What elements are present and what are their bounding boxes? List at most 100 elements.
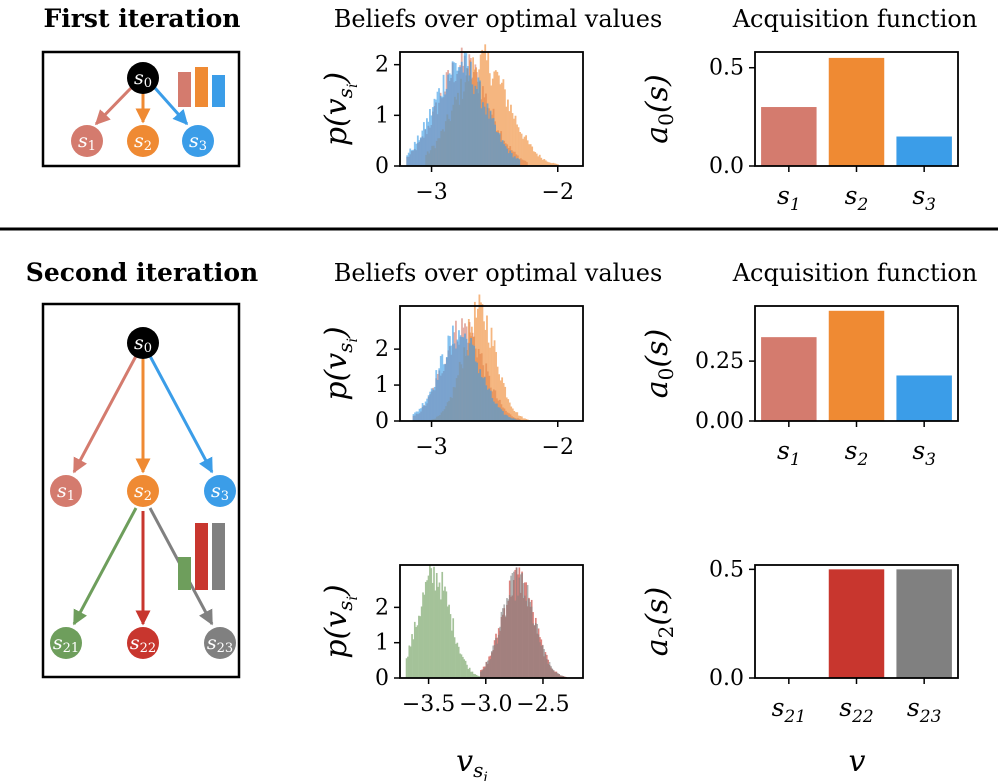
histogram-bin [538,154,541,166]
histogram-bin [430,388,433,421]
histogram-bin [462,337,465,421]
node-s3 [182,125,214,157]
histogram-bin [484,667,486,678]
histogram-bin [523,418,526,421]
histogram-bin [516,412,519,421]
belief-histogram-1: −3 −2 0 1 2 p(vsi) [319,44,584,205]
histogram-bin [545,658,548,678]
histogram-bin [424,128,427,166]
plot-frame [399,51,584,167]
y-tick-label: 2 [375,53,389,78]
histogram-bin [426,398,429,421]
histogram-bin [539,642,541,678]
histogram-bin [445,357,448,421]
histogram-bin [549,162,552,166]
histogram-bin [471,84,474,166]
histogram-bin [540,645,543,678]
histogram-bin [505,106,508,166]
histogram-bin [488,660,490,678]
histogram-bin [513,410,516,421]
histogram-bin [493,340,496,421]
histogram-bin [510,406,513,421]
histogram-bin [415,411,418,421]
y-tick-label: 0.5 [709,557,744,582]
histogram-bin [413,621,416,678]
histogram-bin [435,99,437,166]
histogram-bin [418,408,421,421]
histogram-bin [451,630,453,678]
histogram-bin [436,379,439,421]
histogram-bin [504,386,507,421]
histogram-bin [506,148,509,166]
histogram-bin [474,361,477,421]
svg-text:a2(s): a2(s) [640,587,678,656]
bar-s1 [761,107,817,166]
histogram-bin [544,160,547,166]
histogram-bin [432,107,434,166]
histogram-bin [502,79,505,166]
histogram-bin [417,411,419,421]
histogram-series-s3 [412,325,521,421]
histogram-bin [501,411,504,421]
histogram-bin [434,590,437,678]
histogram-bin [531,146,534,166]
histogram-bin [491,651,493,678]
histogram-bin [497,407,500,421]
histogram-bin [535,153,538,166]
histogram-bin [482,378,485,421]
histogram-bin [561,675,563,678]
histogram-bin [511,573,514,678]
histogram-bin [513,118,515,166]
histogram-bin [495,403,498,421]
histogram-bin [406,155,409,166]
histogram-bin [533,624,536,678]
bar-s2 [828,310,885,421]
histogram-bin [514,412,517,421]
svg-text:a0(s): a0(s) [640,74,678,143]
histogram-bin [503,89,506,166]
histogram-bin [522,138,524,166]
histogram-series-s3 [406,51,521,167]
x-tick-label-s22: s22 [839,693,873,727]
node-s22 [127,627,159,659]
histogram-bin [482,669,485,678]
histogram-bin [502,383,505,421]
y-tick-label: 0.0 [709,154,744,179]
svg-text:p(vsi): p(vsi) [319,72,361,146]
histogram-bin [450,74,453,166]
histogram-bin [460,654,463,678]
x-tick-label-s2: s2 [845,436,869,470]
histogram-bin [477,77,480,166]
beliefs-title-2: Beliefs over optimal values [334,259,663,287]
histogram-bin [515,158,518,166]
histogram-bin [550,665,552,678]
histogram-bin [413,141,416,166]
histogram-bin [481,670,484,678]
histogram-bin [511,418,513,421]
histogram-bin [536,623,539,678]
mini-bar-s3 [212,75,225,107]
histogram-bin [485,114,487,166]
histogram-bin [477,373,480,421]
histogram-bin [466,664,468,678]
histogram-bin [505,397,508,421]
histogram-bin [419,616,422,678]
histogram-bin [453,62,456,167]
histogram-bin [500,141,503,166]
histogram-bin [464,333,466,421]
histogram-bin [419,137,422,166]
histogram-bin [441,354,444,421]
histogram-bin [412,639,415,678]
histogram-bin [452,618,455,678]
histogram-bin [517,595,519,678]
histogram-bin [469,61,472,166]
histogram-bin [484,329,487,421]
histogram-bin [453,637,456,678]
histogram-bin [543,649,545,678]
histogram-bin [529,144,532,166]
histogram-bin [464,660,467,678]
x-tick-label-s2: s2 [845,181,869,215]
x-tick-label: −2 [542,180,574,205]
histogram-bin [483,377,486,421]
acquisition-title-1: Acquisition function [732,5,978,33]
